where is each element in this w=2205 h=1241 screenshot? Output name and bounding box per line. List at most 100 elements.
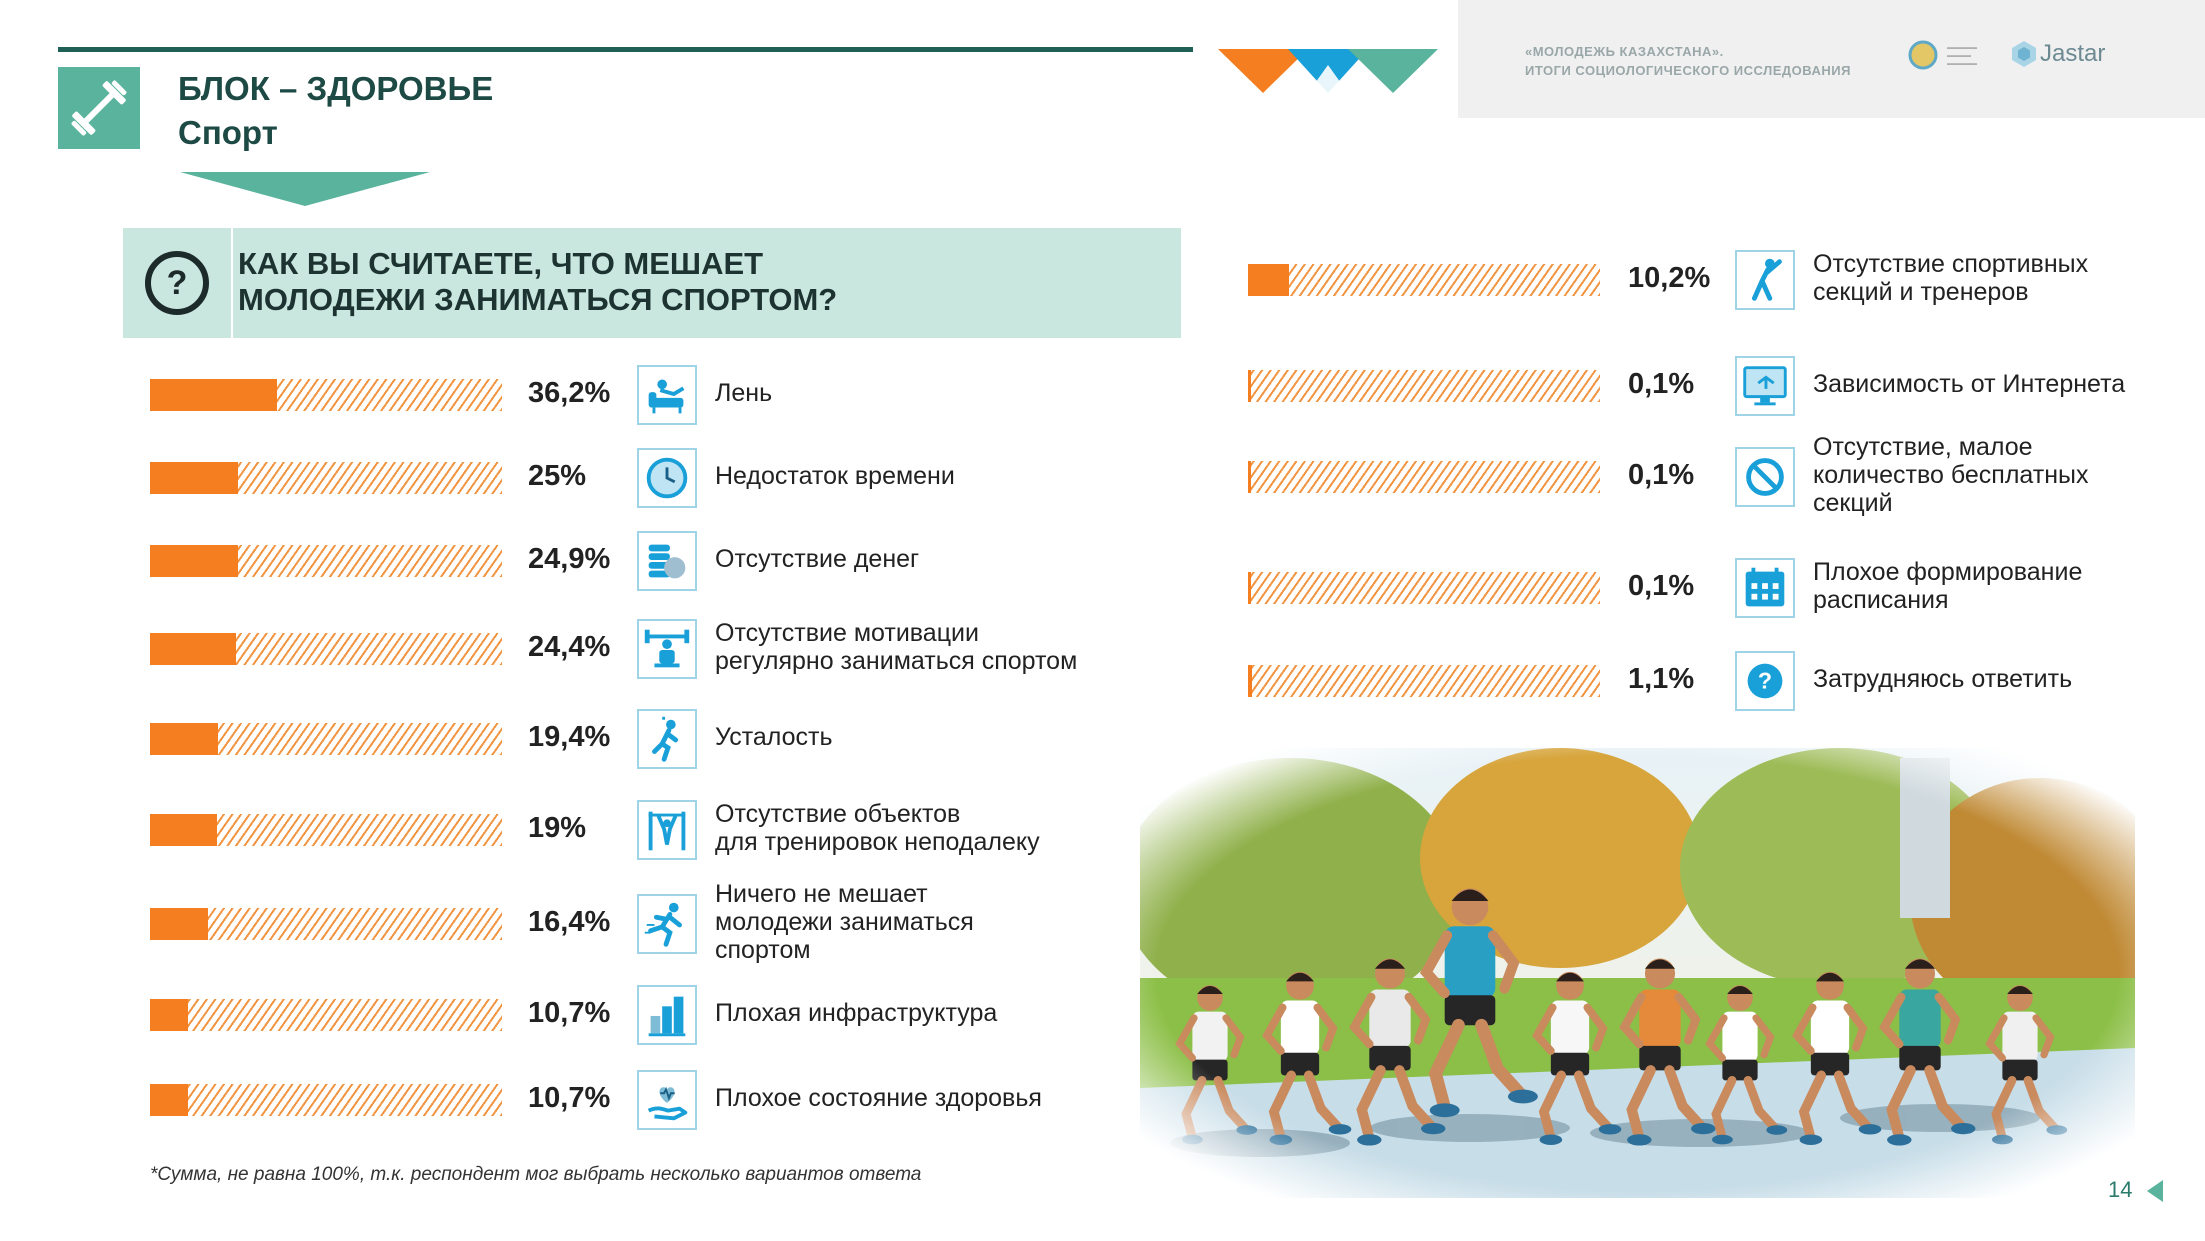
bar-fill — [150, 545, 238, 577]
bar-fill — [1248, 461, 1251, 493]
monitor-icon — [1735, 356, 1795, 416]
category-label-line: Затрудняюсь ответить — [1813, 665, 2073, 693]
question-icon: ? — [1735, 651, 1795, 711]
calendar-icon — [1735, 558, 1795, 618]
brand-panel — [1458, 0, 2205, 118]
category-label: Недостаток времени — [715, 462, 955, 490]
value-label: 0,1% — [1628, 368, 1695, 400]
bar-track — [1248, 370, 1600, 402]
category-label: Ничего не мешает молодежи заниматься спорт… — [715, 880, 974, 964]
category-label-line: молодежи заниматься — [715, 908, 974, 936]
category-label-line: Плохое формирование — [1813, 558, 2083, 586]
jastar-logo-text: Jastar — [2040, 40, 2106, 67]
runner-icon — [637, 894, 697, 954]
dumbbell-icon — [58, 67, 140, 149]
tired-person-icon — [637, 709, 697, 769]
bar-fill — [150, 1084, 188, 1116]
value-label: 10,2% — [1628, 262, 1711, 294]
category-label: Отсутствие объектов для тренировок непода… — [715, 800, 1040, 856]
category-label-line: Отсутствие мотивации — [715, 619, 979, 647]
value-label: 19% — [528, 812, 587, 844]
category-label-line: Плохая инфраструктура — [715, 999, 998, 1027]
category-label-line: Отсутствие денег — [715, 545, 920, 573]
clock-icon — [637, 448, 697, 508]
ministry-logo: ▬▬▬▬▬ ▬▬▬▬ ▬▬▬▬▬ — [1947, 45, 1977, 67]
category-label: Плохое состояние здоровья — [715, 1084, 1042, 1112]
jastar-logo-icon — [2010, 40, 2038, 73]
no-sign-icon — [1735, 447, 1795, 507]
heart-hand-icon — [637, 1070, 697, 1130]
category-label: Отсутствие мотивации регулярно заниматься… — [715, 619, 1077, 675]
bar-track — [150, 908, 502, 940]
page-number: 14 — [2108, 1177, 2133, 1202]
bar-fill — [150, 462, 238, 494]
category-label-line: Отсутствие спортивных — [1813, 250, 2089, 278]
category-label-line: регулярно заниматься спортом — [715, 647, 1078, 675]
bar-fill — [150, 633, 236, 665]
bar-track — [150, 814, 502, 846]
category-label-line: Плохое состояние здоровья — [715, 1084, 1042, 1112]
category-label-line: Усталость — [715, 723, 833, 751]
category-label: Лень — [715, 379, 772, 407]
category-label: Отсутствие денег — [715, 545, 919, 573]
value-label: 19,4% — [528, 721, 611, 753]
category-label-line: Отсутствие, малое — [1813, 433, 2033, 461]
bar-track — [150, 1084, 502, 1116]
category-label-line: для тренировок неподалеку — [715, 828, 1040, 856]
brand-title: «МОЛОДЕЖЬ КАЗАХСТАНА». ИТОГИ СОЦИОЛОГИЧЕ… — [1525, 44, 1851, 78]
bar-fill — [150, 723, 219, 755]
couch-lazy-icon — [637, 365, 697, 425]
bar-track — [1248, 572, 1600, 604]
bar-track — [150, 379, 502, 411]
runners-illustration — [1120, 748, 2170, 1198]
value-label: 0,1% — [1628, 570, 1695, 602]
category-label-line: Ничего не мешает — [715, 880, 928, 908]
ornament-triangles — [1218, 45, 1438, 100]
svg-text:?: ? — [1758, 668, 1772, 694]
value-label: 36,2% — [528, 377, 611, 409]
bar-fill — [150, 908, 208, 940]
value-label: 1,1% — [1628, 663, 1695, 695]
value-label: 16,4% — [528, 906, 611, 938]
footnote: *Сумма, не равна 100%, т.к. респондент м… — [150, 1164, 922, 1185]
value-label: 24,9% — [528, 543, 611, 575]
state-emblem-icon — [1908, 40, 1938, 75]
bar-track — [1248, 264, 1600, 296]
question-banner — [123, 228, 1181, 338]
category-label: Отсутствие, малое количество бесплатных се… — [1813, 433, 2089, 517]
category-label: Плохая инфраструктура — [715, 999, 997, 1027]
bar-track — [150, 462, 502, 494]
bar-fill — [150, 379, 278, 411]
category-label: Отсутствие спортивных секций и тренеров — [1813, 250, 2088, 306]
svg-text:?: ? — [167, 264, 188, 302]
category-label-line: секций и тренеров — [1813, 278, 2029, 306]
bar-fill — [150, 814, 217, 846]
category-label-line: расписания — [1813, 586, 1949, 614]
value-label: 0,1% — [1628, 459, 1695, 491]
bar-fill — [1248, 370, 1251, 402]
coins-icon — [637, 531, 697, 591]
header-rule — [58, 47, 1193, 52]
value-label: 24,4% — [528, 631, 611, 663]
value-label: 25% — [528, 460, 587, 492]
category-label: Затрудняюсь ответить — [1813, 665, 2072, 693]
category-label-line: Недостаток времени — [715, 462, 955, 490]
bar-fill — [1248, 264, 1289, 296]
lifter-icon — [637, 619, 697, 679]
value-label: 10,7% — [528, 997, 611, 1029]
category-label-line: секций — [1813, 489, 1893, 517]
page-triangle-icon — [2147, 1180, 2163, 1207]
block-subtitle: Спорт — [178, 114, 278, 151]
category-label: Усталость — [715, 723, 833, 751]
bar-track — [150, 999, 502, 1031]
bar-fill — [1248, 665, 1253, 697]
category-label-line: количество бесплатных — [1813, 461, 2089, 489]
bar-track — [1248, 665, 1600, 697]
value-label: 10,7% — [528, 1082, 611, 1114]
bar-track — [150, 633, 502, 665]
bar-track — [1248, 461, 1600, 493]
category-label-line: спортом — [715, 936, 811, 964]
bar-track — [150, 723, 502, 755]
question-circle-icon: ? — [123, 228, 233, 338]
stretch-athlete-icon — [1735, 250, 1795, 310]
